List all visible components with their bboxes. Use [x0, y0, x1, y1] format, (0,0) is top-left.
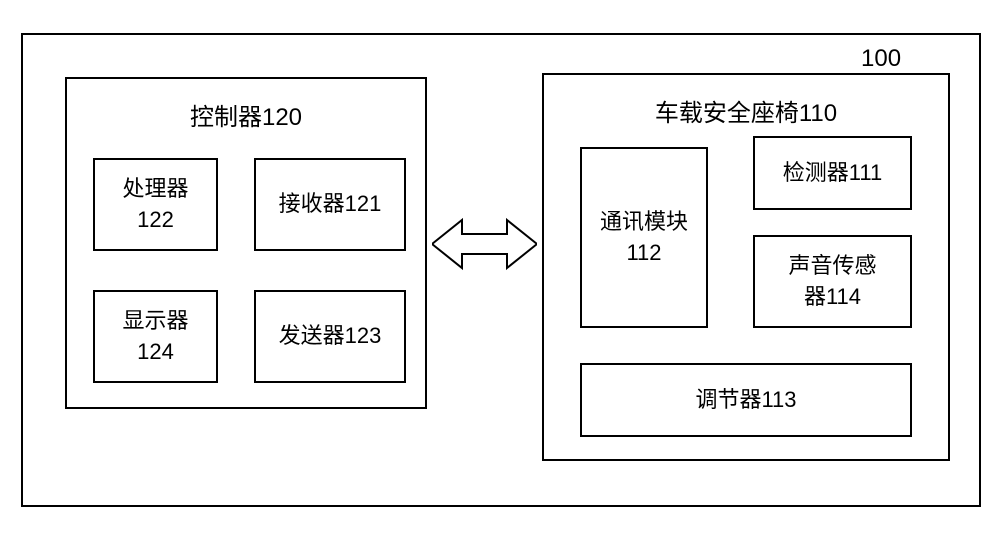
system-label: 100	[861, 45, 901, 73]
receiver-block: 接收器121	[254, 158, 406, 251]
sender-label-1: 发送器123	[279, 321, 382, 352]
sound-label-1: 声音传感	[788, 251, 876, 282]
receiver-label-1: 接收器121	[279, 189, 382, 220]
regulator-block: 调节器113	[580, 363, 912, 437]
sender-block: 发送器123	[254, 290, 406, 383]
seat-title: 车载安全座椅110	[544, 93, 948, 128]
display-label-2: 124	[137, 337, 174, 368]
detector-label-1: 检测器111	[783, 158, 882, 189]
bidirectional-arrow-icon	[432, 216, 537, 272]
display-label-1: 显示器	[122, 306, 188, 337]
processor-label-2: 122	[137, 205, 174, 236]
processor-label-1: 处理器	[122, 174, 188, 205]
processor-block: 处理器 122	[93, 158, 218, 251]
sound-block: 声音传感 器114	[753, 235, 912, 328]
detector-block: 检测器111	[753, 136, 912, 210]
display-block: 显示器 124	[93, 290, 218, 383]
regulator-label-1: 调节器113	[695, 385, 796, 416]
comm-label-1: 通讯模块	[600, 207, 688, 238]
sound-label-2: 器114	[804, 282, 861, 313]
controller-title: 控制器120	[67, 97, 425, 132]
comm-label-2: 112	[626, 238, 661, 269]
comm-block: 通讯模块 112	[580, 147, 708, 328]
